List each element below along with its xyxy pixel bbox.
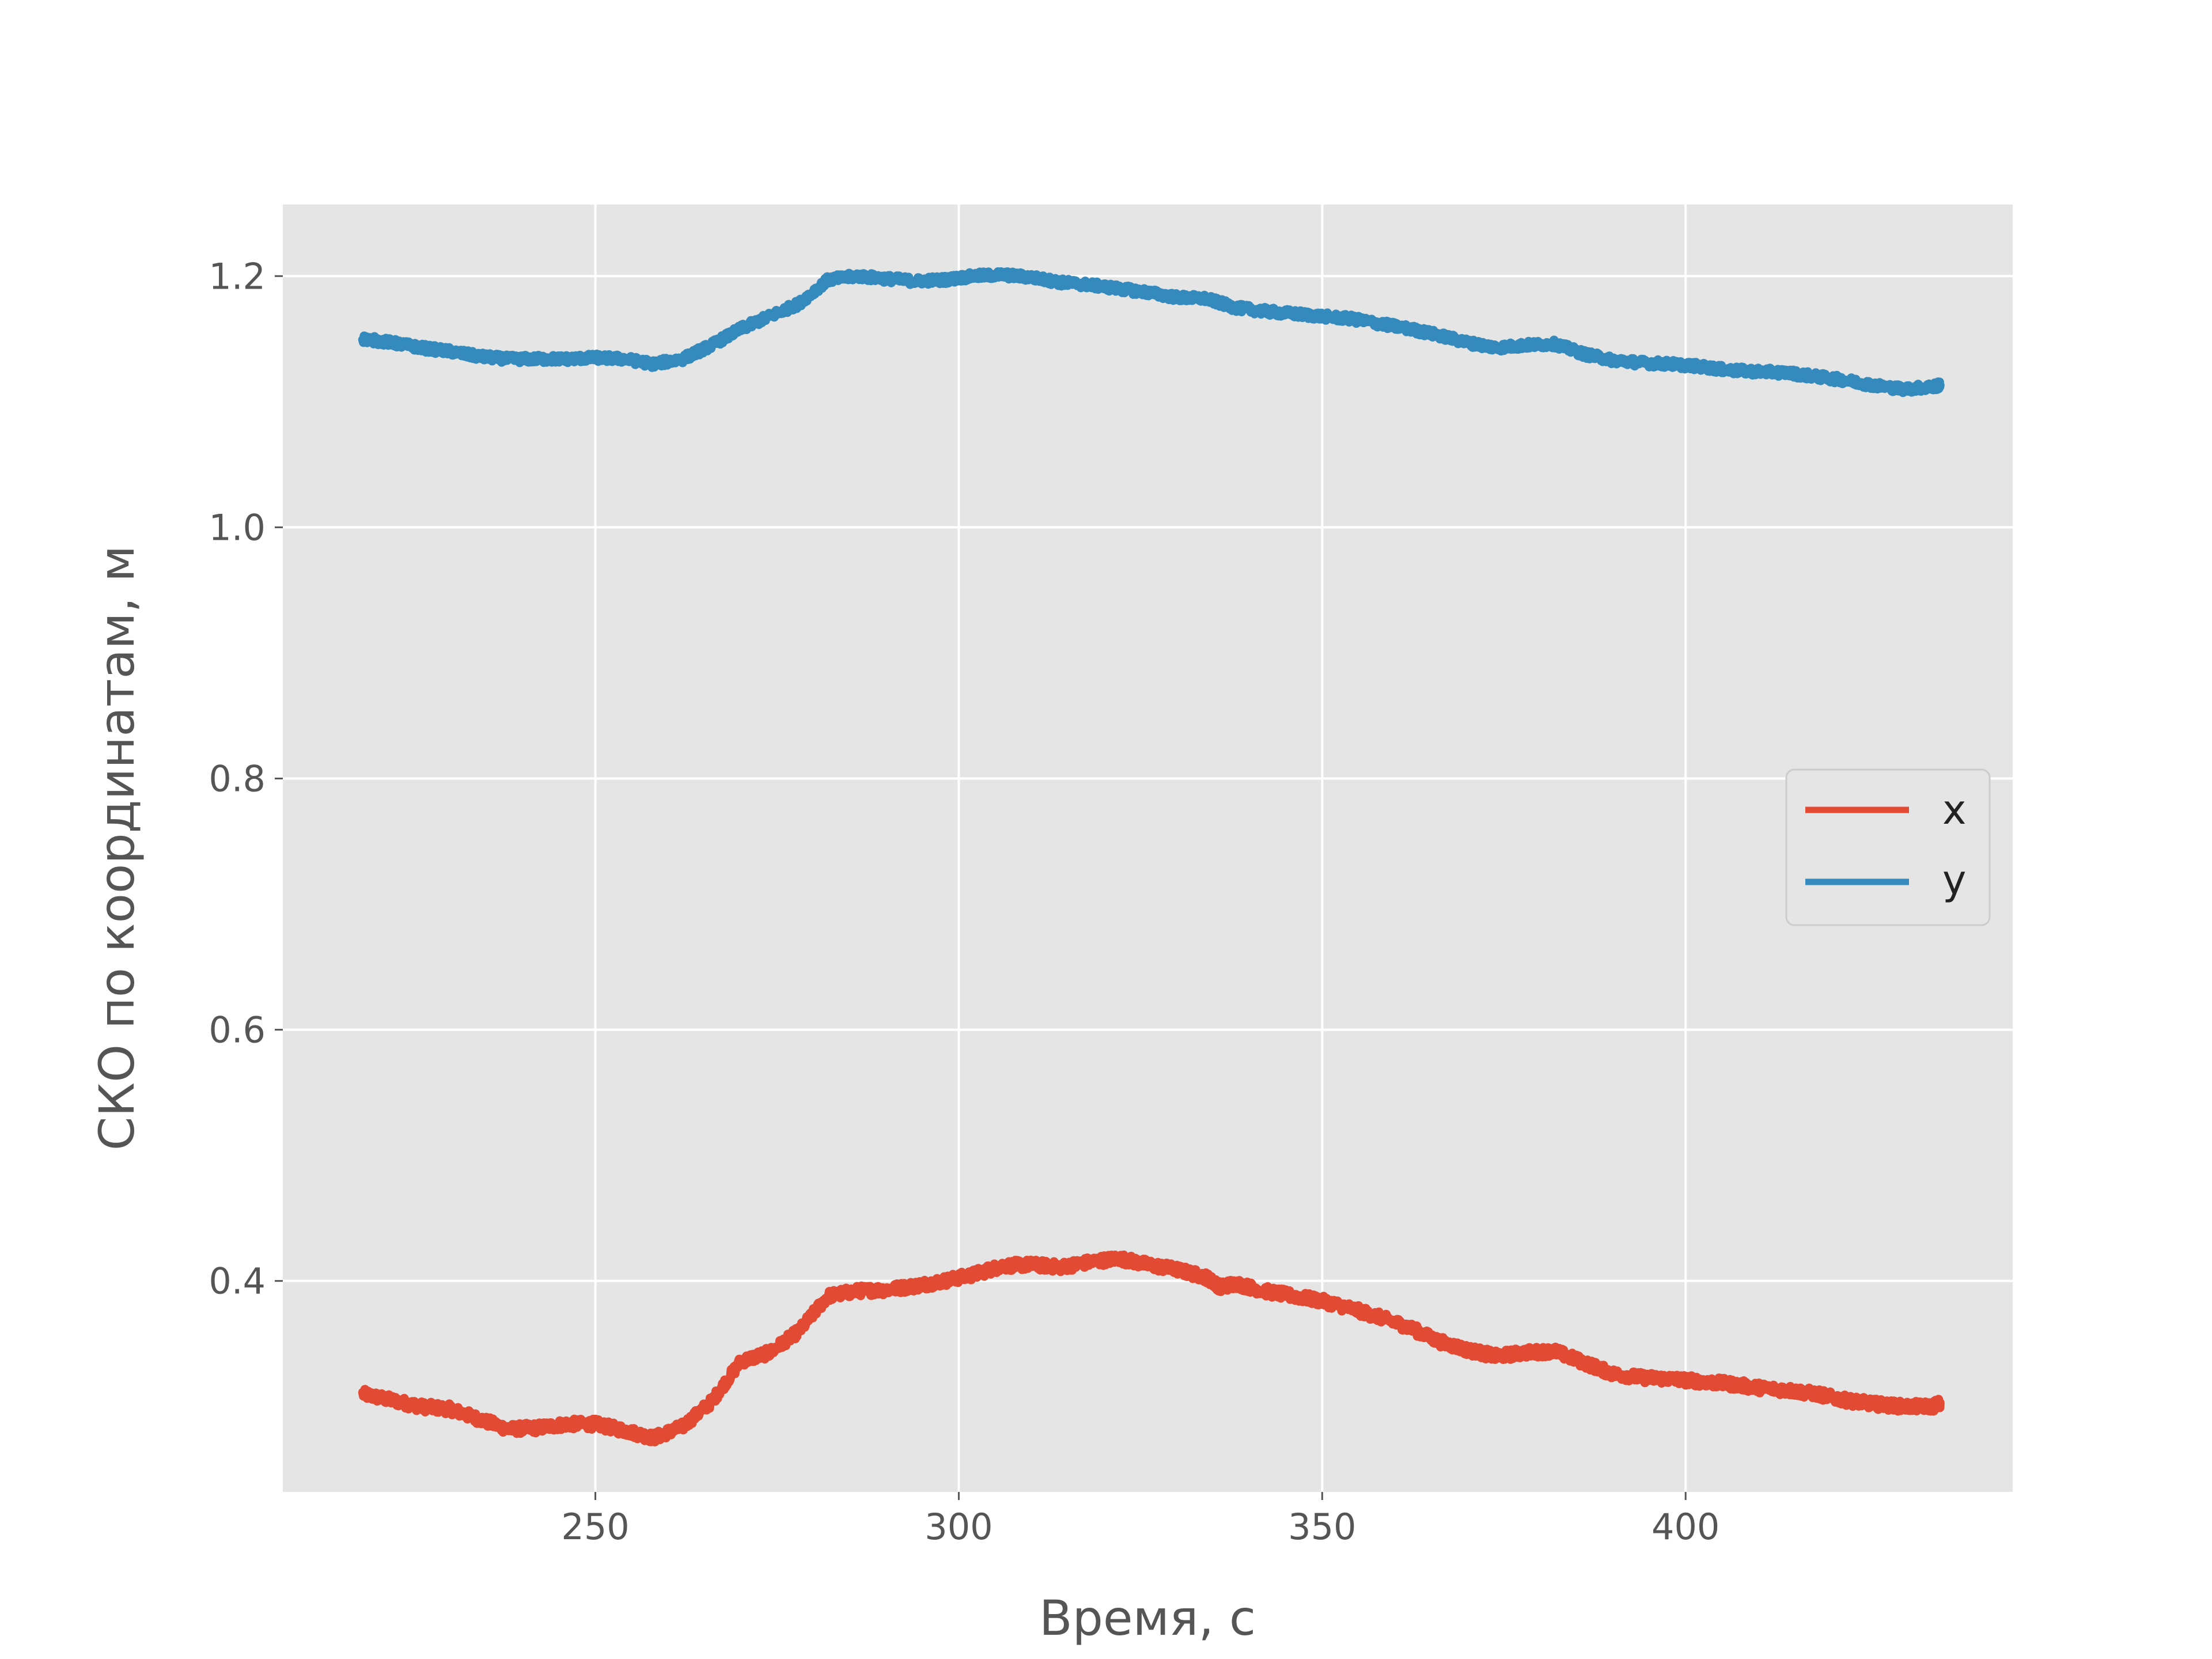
y-tick-label: 0.8 [209,757,266,800]
x-tick-label: 250 [561,1506,629,1548]
series-line-x [358,1250,1945,1446]
series-line-y [358,267,1945,397]
x-axis-ticks: 250 300 350 400 [561,1492,1719,1548]
series-layer [358,267,1945,1446]
x-tick-label: 350 [1288,1506,1356,1548]
x-axis-label: Время, с [1039,1590,1256,1646]
y-tick-label: 1.0 [209,506,266,548]
y-axis-ticks: 0.4 0.6 0.8 1.0 1.2 [209,255,283,1302]
y-tick-label: 0.6 [209,1009,266,1051]
plot-background [283,204,2013,1492]
legend-label-x: x [1942,786,1966,834]
x-tick-label: 400 [1652,1506,1719,1548]
x-tick-label: 300 [925,1506,993,1548]
y-tick-label: 0.4 [209,1260,266,1302]
grid [283,204,2013,1492]
legend-label-y: y [1942,857,1966,904]
y-tick-label: 1.2 [209,255,266,297]
legend: x y [1785,768,1991,926]
y-axis-label: СКО по координатам, м [89,546,145,1151]
